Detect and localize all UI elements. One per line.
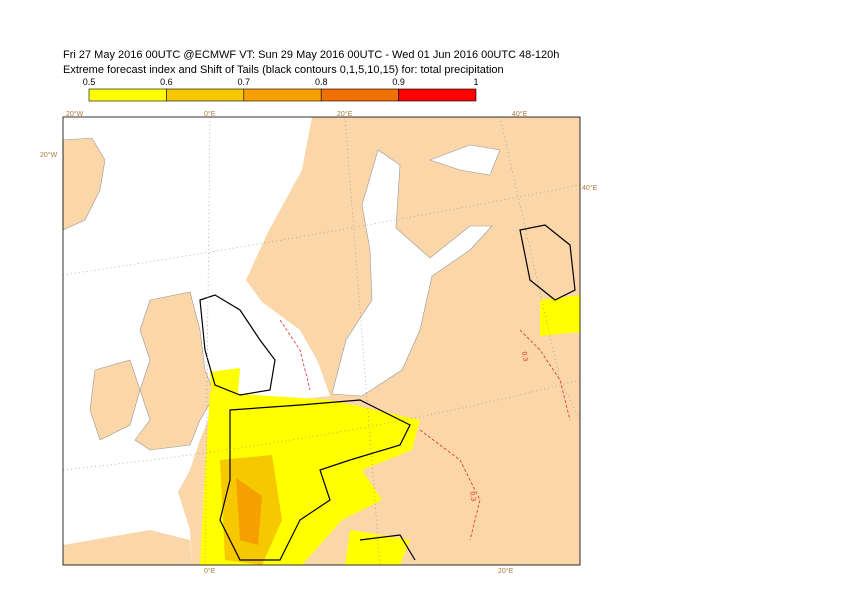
colorbar-segment <box>320 88 399 102</box>
colorbar-label: 0.5 <box>83 77 96 87</box>
title-line1: Fri 27 May 2016 00UTC @ECMWF VT: Sun 29 … <box>63 49 559 61</box>
efi-0.5 <box>210 368 240 398</box>
graticule-label: 40°E <box>512 110 528 118</box>
colorbar-segment <box>243 88 322 102</box>
contour-label: 0.3 <box>468 491 477 502</box>
iberia <box>63 530 192 565</box>
contour-label: 0.3 <box>520 351 529 362</box>
graticule-label: 20°W <box>40 151 58 159</box>
white-sea <box>429 144 501 176</box>
efi-0.5 <box>540 295 580 336</box>
efi-0.7 <box>236 478 262 545</box>
graticule-label: 20°E <box>498 567 514 575</box>
graticule-label: 0°E <box>204 110 216 118</box>
graticule <box>62 116 581 566</box>
efi-contours <box>279 319 571 541</box>
sot-contours <box>199 224 576 561</box>
colorbar-label: 1 <box>473 77 478 87</box>
colorbar: 0.5 0.6 0.7 0.8 0.9 1 <box>83 77 479 102</box>
colorbar-label: 0.9 <box>392 77 405 87</box>
colorbar-segment <box>88 88 167 102</box>
great-britain <box>134 291 216 451</box>
map: 20°W 0°E 20°E 40°E 20°W 40°E 0°E 20°E 0.… <box>40 110 598 575</box>
title-line2: Extreme forecast index and Shift of Tail… <box>63 64 504 76</box>
colorbar-label: 0.8 <box>315 77 328 87</box>
colorbar-label: 0.7 <box>238 77 251 87</box>
graticule-label: 40°E <box>582 184 598 192</box>
graticule-label: 20°W <box>66 110 84 118</box>
ireland <box>89 359 141 441</box>
colorbar-label: 0.6 <box>160 77 173 87</box>
colorbar-segment <box>398 88 477 102</box>
graticule-label: 0°E <box>204 567 216 575</box>
map-frame <box>62 116 581 566</box>
efi-0.5 <box>345 530 410 565</box>
graticule-label: 20°E <box>337 110 353 118</box>
baltic-sea <box>331 149 493 397</box>
colorbar-segment <box>166 88 245 102</box>
